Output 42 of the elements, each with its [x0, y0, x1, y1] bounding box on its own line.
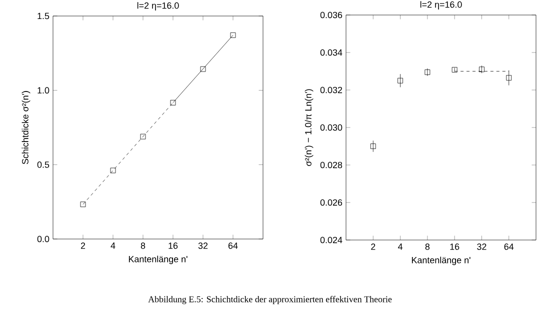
y-tick-label: 0.030: [320, 124, 342, 131]
x-tick-label: 16: [450, 244, 460, 250]
x-axis-title: Kantenlänge n': [412, 256, 470, 266]
point: [370, 144, 376, 149]
y-tick-label: 0.028: [320, 162, 342, 168]
point: [398, 78, 403, 84]
y-axis-title: σ²(n') − 1.0/π Ln(n'): [304, 89, 314, 166]
x-tick-label: 16: [168, 242, 178, 249]
x-tick-label: 8: [140, 242, 146, 249]
point: [230, 32, 236, 38]
y-tick-label: 0.026: [320, 199, 342, 206]
x-tick-label: 64: [504, 244, 514, 250]
text: Abbildung E.5: Schichtdicke der approximierten effektiven Theorie: [148, 296, 392, 304]
x-tick-label: 2: [80, 242, 86, 249]
point: [452, 67, 458, 72]
y-tick-label: 0.032: [320, 86, 342, 94]
y-tick-label: 1.5: [38, 12, 50, 20]
y-tick-label: 0.5: [37, 161, 50, 168]
y-tick-label: 1.0: [38, 87, 50, 94]
x-tick-label: 32: [477, 244, 486, 250]
y-axis-title: Schichtdicke σ²(n'): [22, 91, 30, 164]
point: [424, 69, 430, 75]
point: [110, 168, 116, 174]
chart-title: l=2 η=16.0: [420, 1, 462, 10]
y-tick-label: 0.0: [37, 236, 50, 242]
y-tick-label: 0.036: [320, 12, 342, 18]
x-tick-label: 32: [198, 242, 208, 249]
chart-title: l=2 η=16.0: [137, 2, 179, 11]
x-tick-label: 4: [398, 244, 403, 250]
point: [479, 66, 484, 72]
point: [506, 75, 512, 81]
point: [200, 66, 206, 72]
x-tick-label: 64: [228, 242, 238, 249]
y-tick-label: 0.034: [320, 49, 342, 56]
y-tick-label: 0.024: [320, 236, 342, 244]
point: [80, 202, 86, 208]
x-axis-title: Kantenlänge n': [128, 256, 188, 264]
point: [140, 134, 146, 140]
x-tick-label: 4: [110, 242, 116, 249]
point: [170, 100, 176, 106]
x-tick-label: 2: [371, 244, 376, 250]
x-tick-label: 8: [425, 244, 430, 250]
